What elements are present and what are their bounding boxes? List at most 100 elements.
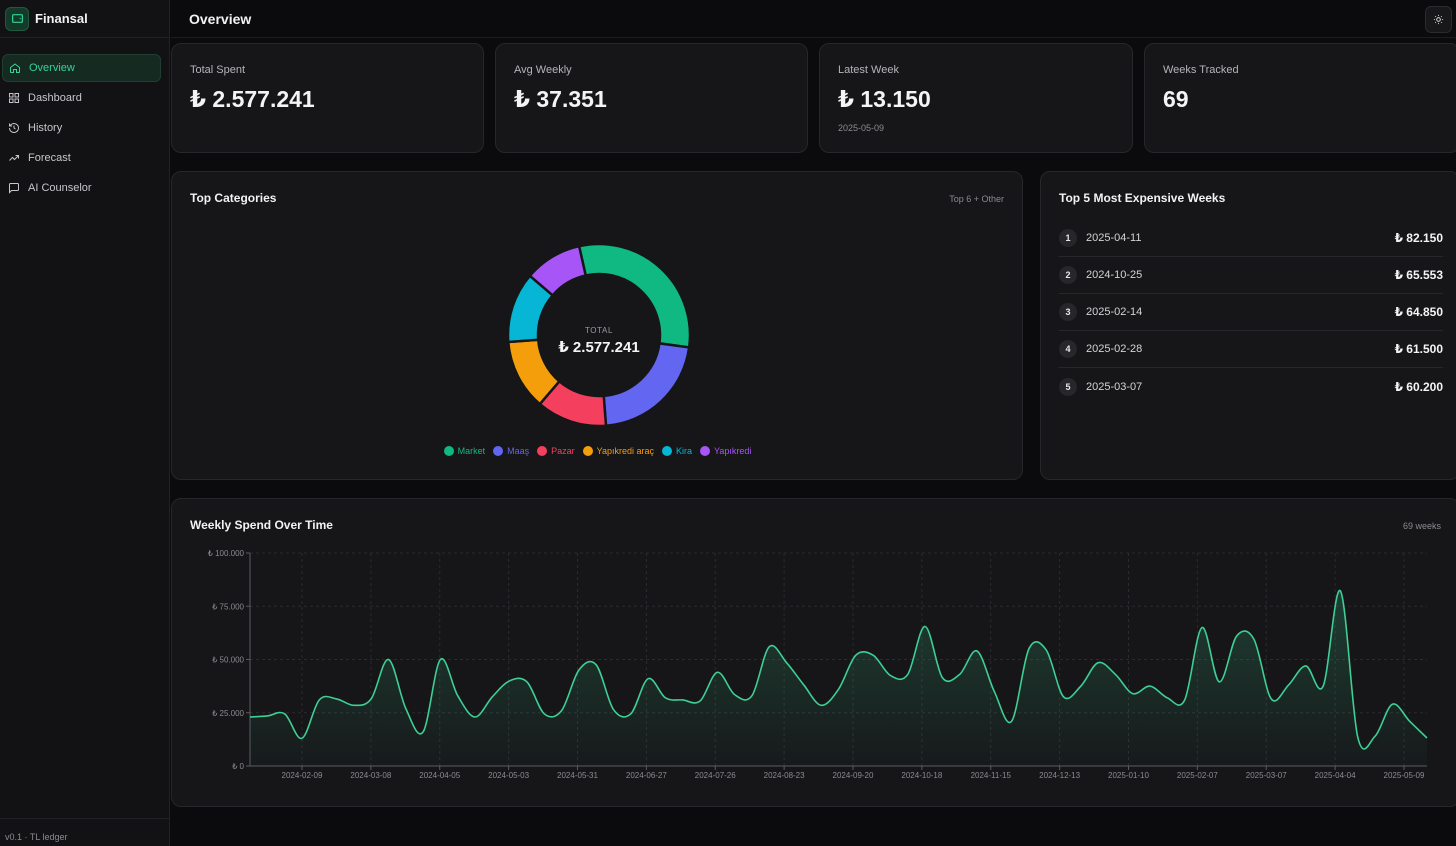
data-point[interactable] xyxy=(1075,680,1087,692)
data-point[interactable] xyxy=(261,710,273,722)
week-amount: ₺ 61.500 xyxy=(1394,342,1443,356)
data-point[interactable] xyxy=(538,708,550,720)
week-date: 2024-10-25 xyxy=(1086,269,1143,281)
data-point[interactable] xyxy=(781,657,793,669)
data-point[interactable] xyxy=(573,664,585,676)
data-point[interactable] xyxy=(936,672,948,684)
legend-item-kira[interactable]: Kira xyxy=(662,446,692,456)
data-point[interactable] xyxy=(815,699,827,711)
legend-item-yapikredi-arac[interactable]: Yapıkredi araç xyxy=(582,446,654,456)
data-point[interactable] xyxy=(1109,668,1121,680)
data-point[interactable] xyxy=(1040,644,1052,656)
data-point[interactable] xyxy=(677,694,689,706)
data-point[interactable] xyxy=(729,689,741,701)
list-item[interactable]: 5 2025-03-07 ₺ 60.200 xyxy=(1059,368,1443,405)
x-tick-label: 2025-04-04 xyxy=(1315,771,1356,780)
data-point[interactable] xyxy=(1300,660,1312,672)
data-point[interactable] xyxy=(1265,693,1277,705)
legend-item-yapikredi[interactable]: Yapıkredi xyxy=(700,446,751,456)
data-point[interactable] xyxy=(296,732,308,744)
data-point[interactable] xyxy=(1144,680,1156,692)
data-point[interactable] xyxy=(746,690,758,702)
data-point[interactable] xyxy=(313,694,325,706)
weekly-spend-line[interactable] xyxy=(249,590,1428,750)
data-point[interactable] xyxy=(1127,688,1139,700)
theme-toggle-button[interactable] xyxy=(1425,6,1452,33)
legend-item-market[interactable]: Market xyxy=(443,446,485,456)
data-point[interactable] xyxy=(1386,698,1398,710)
data-point[interactable] xyxy=(590,659,602,671)
data-point[interactable] xyxy=(1283,679,1295,691)
data-point[interactable] xyxy=(365,693,377,705)
sidebar-item-forecast[interactable]: Forecast xyxy=(2,144,161,172)
legend-swatch xyxy=(662,446,673,456)
data-point[interactable] xyxy=(1161,692,1173,704)
data-point[interactable] xyxy=(884,669,896,681)
data-point[interactable] xyxy=(244,711,256,723)
rank-badge: 4 xyxy=(1059,340,1077,358)
data-point[interactable] xyxy=(1404,715,1416,727)
data-point[interactable] xyxy=(556,705,568,717)
data-point[interactable] xyxy=(1352,731,1364,743)
data-point[interactable] xyxy=(1213,676,1225,688)
data-point[interactable] xyxy=(659,692,671,704)
list-item[interactable]: 1 2025-04-11 ₺ 82.150 xyxy=(1059,220,1443,257)
data-point[interactable] xyxy=(1421,732,1433,744)
data-point[interactable] xyxy=(711,666,723,678)
data-point[interactable] xyxy=(469,711,481,723)
data-point[interactable] xyxy=(867,649,879,661)
data-point[interactable] xyxy=(833,683,845,695)
data-point[interactable] xyxy=(954,668,966,680)
data-point[interactable] xyxy=(434,654,446,666)
sidebar-item-dashboard[interactable]: Dashboard xyxy=(2,84,161,112)
list-item[interactable]: 2 2024-10-25 ₺ 65.553 xyxy=(1059,257,1443,294)
data-point[interactable] xyxy=(1369,730,1381,742)
data-point[interactable] xyxy=(694,695,706,707)
brand[interactable]: Finansal xyxy=(0,0,169,38)
data-point[interactable] xyxy=(763,641,775,653)
data-point[interactable] xyxy=(331,693,343,705)
data-point[interactable] xyxy=(417,726,429,738)
data-point[interactable] xyxy=(1334,585,1346,597)
data-point[interactable] xyxy=(1231,630,1243,642)
data-point[interactable] xyxy=(1179,694,1191,706)
data-point[interactable] xyxy=(988,685,1000,697)
weekly-spend-card: Weekly Spend Over Time 69 weeks ₺ 0 ₺ 25.… xyxy=(171,498,1456,807)
data-point[interactable] xyxy=(382,654,394,666)
data-point[interactable] xyxy=(798,679,810,691)
week-date: 2025-03-07 xyxy=(1086,380,1143,393)
data-point[interactable] xyxy=(1196,622,1208,634)
legend-item-maas[interactable]: Maaş xyxy=(493,446,529,456)
data-point[interactable] xyxy=(919,620,931,632)
wallet-icon xyxy=(5,6,29,31)
data-point[interactable] xyxy=(1058,691,1070,703)
data-point[interactable] xyxy=(902,668,914,680)
data-point[interactable] xyxy=(642,673,654,685)
data-point[interactable] xyxy=(971,645,983,657)
data-point[interactable] xyxy=(625,708,637,720)
sidebar-item-overview[interactable]: Overview xyxy=(2,54,161,82)
data-point[interactable] xyxy=(279,708,291,720)
data-point[interactable] xyxy=(1248,633,1260,645)
data-point[interactable] xyxy=(452,690,464,702)
sidebar-item-history[interactable]: History xyxy=(2,114,161,142)
data-point[interactable] xyxy=(400,702,412,714)
data-point[interactable] xyxy=(1317,680,1329,692)
data-point[interactable] xyxy=(850,649,862,661)
x-tick-label: 2024-10-18 xyxy=(901,771,942,780)
data-point[interactable] xyxy=(607,704,619,716)
data-point[interactable] xyxy=(1006,715,1018,727)
list-item[interactable]: 3 2025-02-14 ₺ 64.850 xyxy=(1059,294,1443,331)
y-tick-label: ₺ 0 xyxy=(232,762,244,771)
data-point[interactable] xyxy=(1023,643,1035,655)
data-point[interactable] xyxy=(348,699,360,711)
data-point[interactable] xyxy=(486,691,498,703)
sidebar-item-ai-counselor[interactable]: AI Counselor xyxy=(2,174,161,202)
data-point[interactable] xyxy=(1092,657,1104,669)
donut-slice-yapikredi[interactable] xyxy=(528,244,588,298)
data-point[interactable] xyxy=(504,675,516,687)
legend-label: Yapıkredi xyxy=(714,446,752,456)
data-point[interactable] xyxy=(521,676,533,688)
legend-item-pazar[interactable]: Pazar xyxy=(537,446,575,456)
list-item[interactable]: 4 2025-02-28 ₺ 61.500 xyxy=(1059,331,1443,368)
